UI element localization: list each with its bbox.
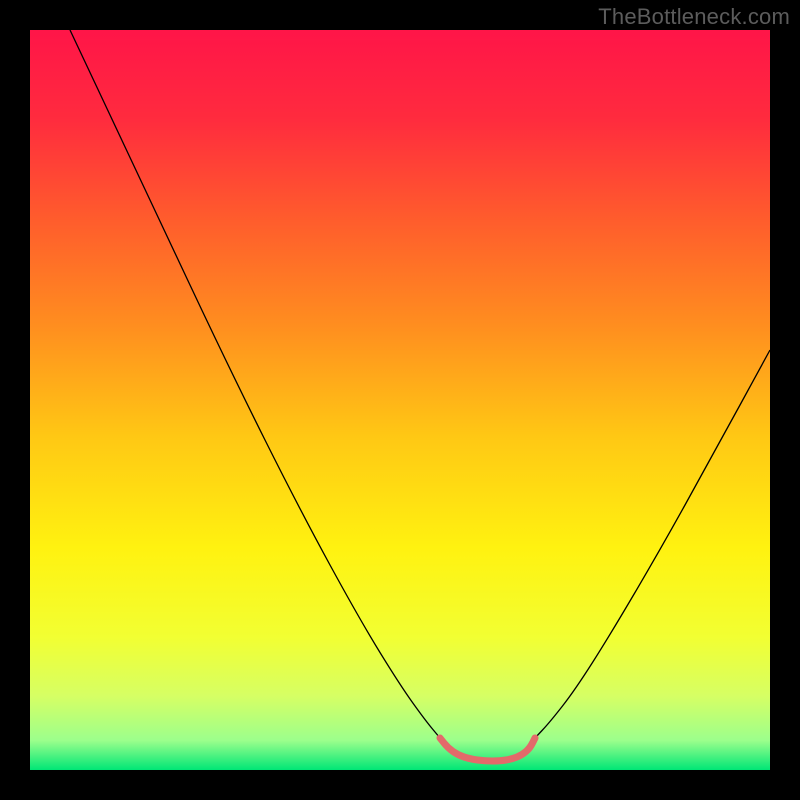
gradient-background	[30, 30, 770, 770]
watermark-text: TheBottleneck.com	[598, 4, 790, 30]
chart-frame: TheBottleneck.com	[0, 0, 800, 800]
chart-svg	[0, 0, 800, 800]
